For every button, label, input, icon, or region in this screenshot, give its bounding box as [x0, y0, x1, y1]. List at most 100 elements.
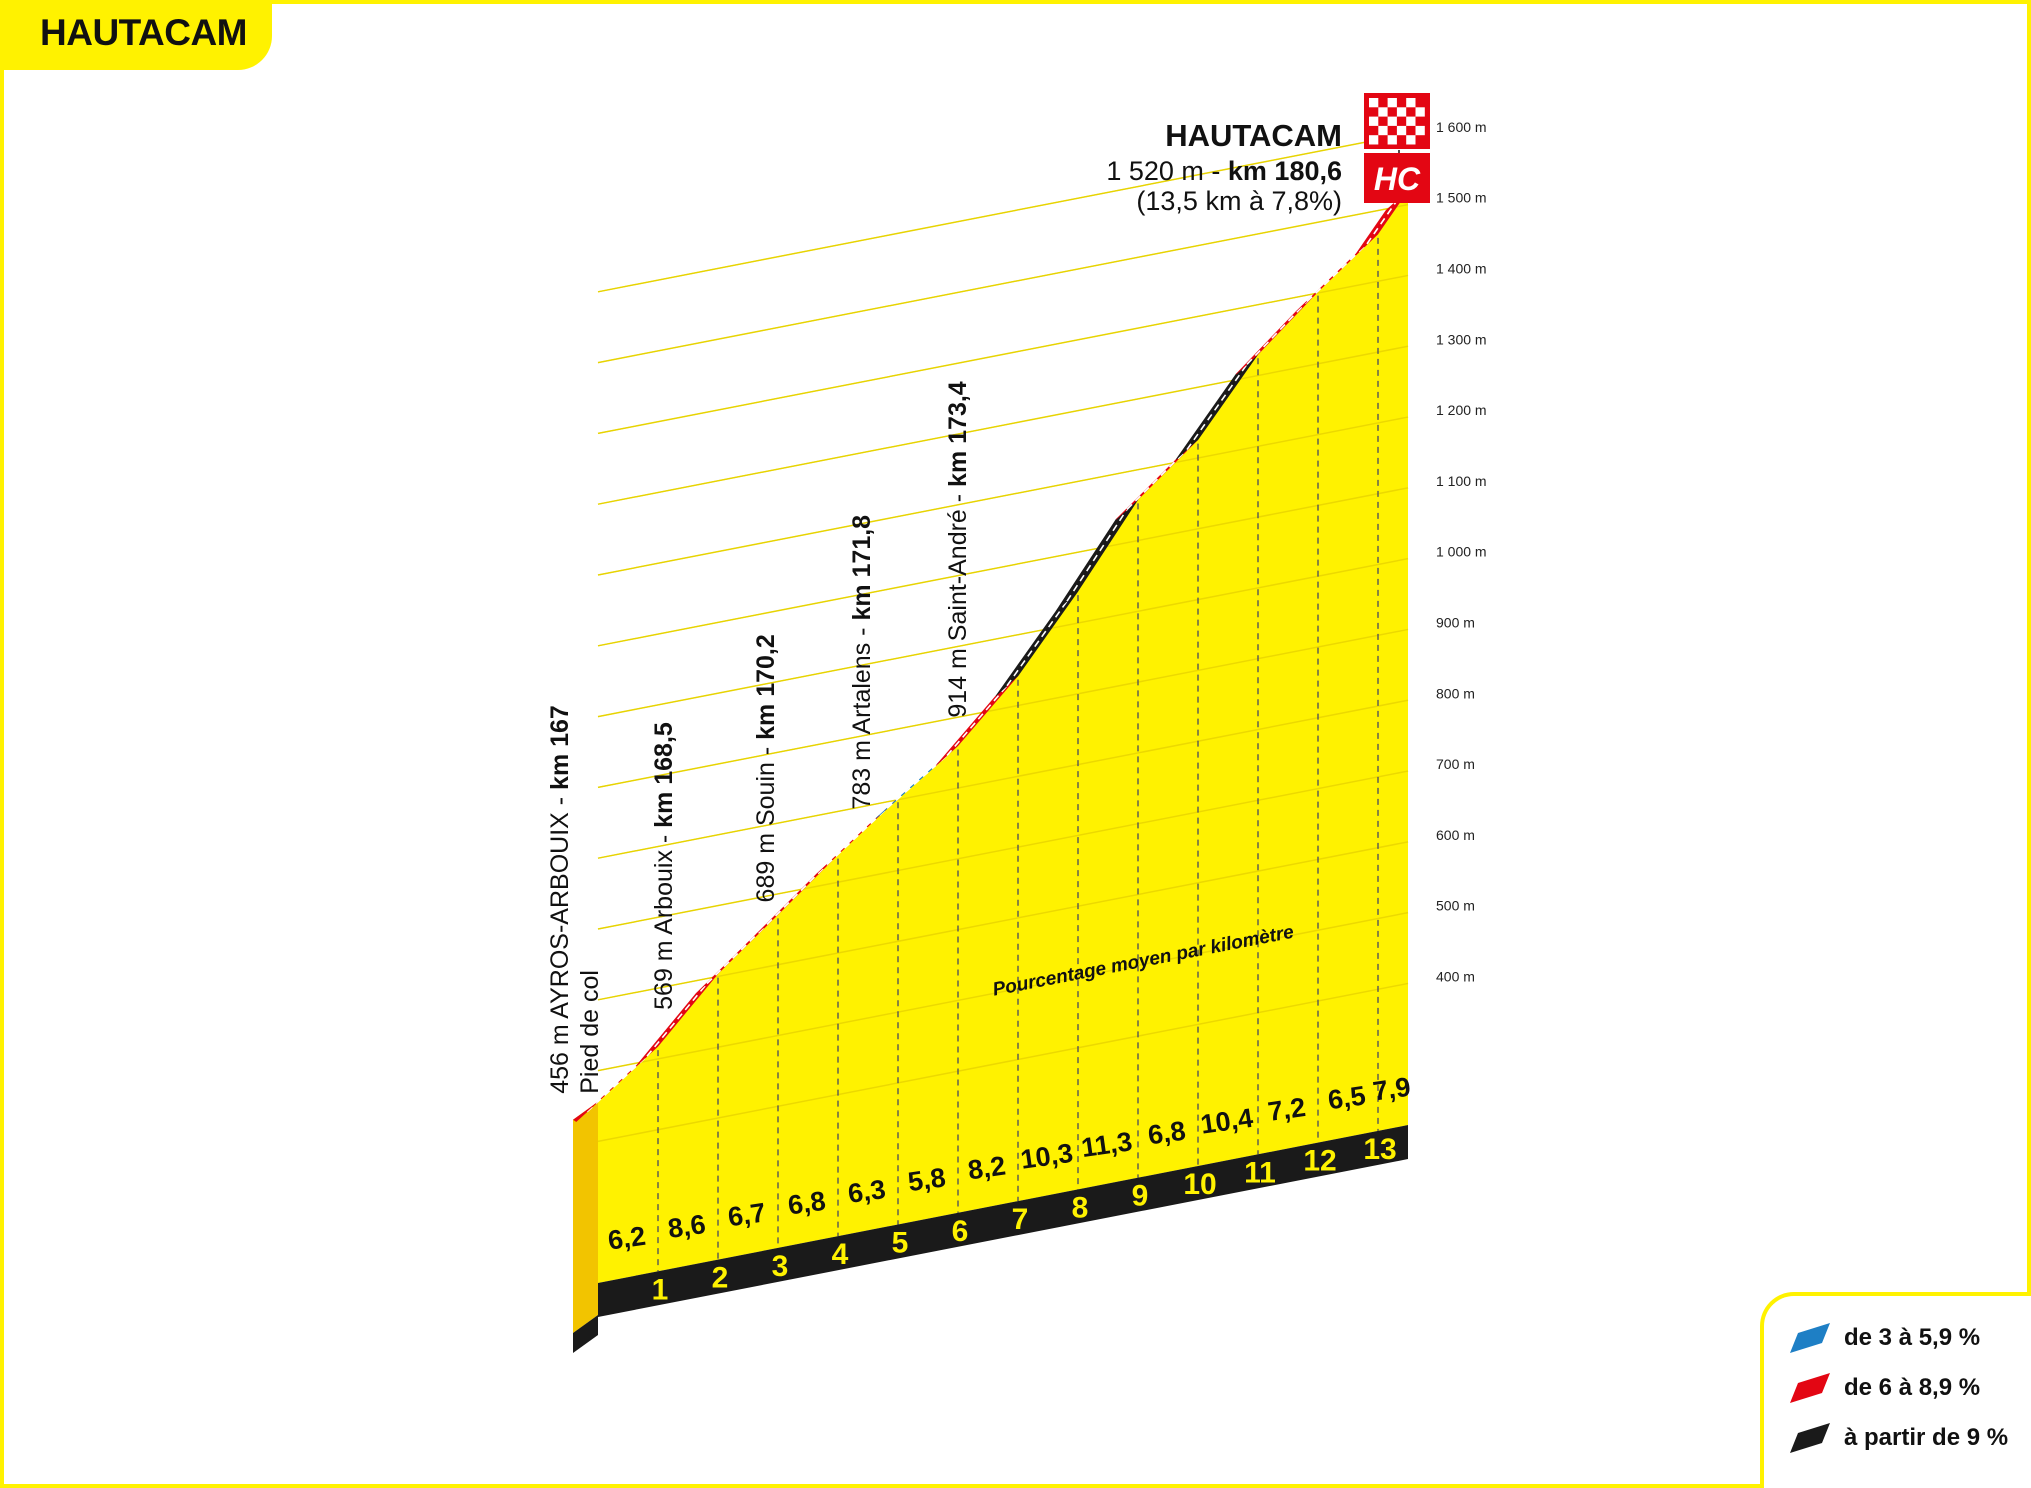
- legend-item-3-5-9: de 3 à 5,9 %: [1790, 1318, 1980, 1358]
- legend-label: à partir de 9 %: [1844, 1424, 2009, 1451]
- km-marker-label: 12: [1303, 1145, 1336, 1178]
- legend-item-6-8-9: de 6 à 8,9 %: [1790, 1368, 1980, 1408]
- altitude-tick-label: 600 m: [1436, 827, 1475, 843]
- altitude-tick-label: 1 000 m: [1436, 544, 1487, 560]
- altitude-tick-label: 800 m: [1436, 685, 1475, 701]
- altitude-tick-label: 1 500 m: [1436, 190, 1487, 206]
- altitude-tick-label: 1 600 m: [1436, 119, 1487, 135]
- km-marker-label: 2: [712, 1262, 729, 1295]
- ribbon-dash-line: [766, 864, 828, 925]
- grid-line-overlay: [597, 911, 1409, 1072]
- altitude-tick-label: 900 m: [1436, 614, 1475, 630]
- finish-flag-check: [1387, 116, 1397, 126]
- km-marker-label: 9: [1132, 1180, 1149, 1213]
- profile-ribbon-cap: [573, 1101, 598, 1122]
- finish-flag-check: [1415, 125, 1425, 136]
- gradient-label: 5,8: [906, 1162, 947, 1197]
- ribbon-dash-line: [1126, 449, 1188, 511]
- ribbon-dash-line: [1246, 301, 1308, 365]
- waypoint-km: km 173,4: [944, 381, 972, 487]
- gradient-label: 6,8: [1146, 1115, 1187, 1150]
- page-title: HAUTACAM: [40, 12, 248, 53]
- summit-altitude-line: 1 520 m - km 180,6: [1106, 156, 1342, 186]
- finish-flag-check: [1369, 116, 1379, 126]
- waypoint-text: 456 m AYROS-ARBOUIX - km 167: [546, 705, 574, 1094]
- waypoint-sub: Pied de col: [576, 970, 604, 1094]
- summit-climb-stats: (13,5 km à 7,8%): [1136, 186, 1342, 216]
- legend-label: de 6 à 8,9 %: [1844, 1374, 1981, 1401]
- altitude-tick-label: 400 m: [1436, 968, 1475, 984]
- gradient-label: 6,5: [1326, 1080, 1367, 1115]
- altitude-tick-label: 1 100 m: [1436, 473, 1487, 489]
- gradient-label: 8,6: [666, 1209, 707, 1244]
- gradient-label: 7,9: [1371, 1072, 1412, 1107]
- km-base-band: [598, 1125, 1408, 1317]
- ribbon-dash-line: [1366, 200, 1398, 245]
- grid-line-overlay: [597, 274, 1409, 435]
- gradient-label: 10,3: [1019, 1138, 1075, 1175]
- finish-flag-check: [1406, 116, 1416, 126]
- finish-flag-check: [1406, 135, 1416, 145]
- gradient-legend: de 3 à 5,9 % de 6 à 8,9 % à partir de 9 …: [1760, 1292, 2031, 1488]
- waypoint-place: 569 m Arbouix -: [650, 828, 678, 1010]
- finish-flag-check: [1406, 98, 1416, 108]
- waypoint-label: 689 m Souin - km 170,2: [752, 634, 780, 902]
- profile-side-face: [573, 1101, 598, 1333]
- grid-line-overlay: [597, 699, 1409, 859]
- waypoint-km: km 170,2: [752, 634, 780, 740]
- waypoint-place: 783 m Artalens -: [848, 621, 876, 810]
- gradient-label: 10,4: [1199, 1103, 1255, 1140]
- ribbon-dash-line: [1306, 243, 1368, 303]
- finish-flag-check: [1387, 98, 1397, 108]
- finish-flag-check: [1396, 107, 1407, 117]
- ribbon-dash-line: [1066, 508, 1128, 602]
- gradient-label: 7,2: [1266, 1092, 1307, 1127]
- waypoint-km: km 168,5: [650, 722, 678, 828]
- finish-flag-check: [1396, 125, 1407, 136]
- legend-item-9-plus: à partir de 9 %: [1790, 1418, 2008, 1458]
- finish-flag-check: [1378, 125, 1388, 136]
- ribbon-dash-line: [826, 807, 888, 866]
- grid-line-overlay: [597, 770, 1409, 930]
- grid-line-overlay: [597, 628, 1409, 789]
- km-marker-label: 7: [1012, 1203, 1029, 1236]
- ribbon-dash-line: [1186, 363, 1248, 451]
- km-marker-label: 5: [892, 1227, 909, 1260]
- grid-line-overlay: [597, 557, 1409, 718]
- hc-category-badge: HC: [1364, 153, 1430, 203]
- grid-line-overlay: [597, 982, 1409, 1143]
- summit-name: HAUTACAM: [1165, 118, 1342, 153]
- grid-line-overlay: [597, 345, 1409, 505]
- profile-area: [598, 190, 1408, 1284]
- grid-line-overlay: [597, 841, 1409, 1001]
- km-marker-label: 1: [652, 1273, 669, 1306]
- finish-flag-check: [1415, 107, 1425, 117]
- grid-line-overlay: [597, 416, 1409, 576]
- km-base-band-side: [573, 1315, 598, 1353]
- waypoint-km: km 167: [546, 705, 574, 790]
- ribbon-dash-line: [946, 685, 1008, 757]
- legend-label: de 3 à 5,9 %: [1844, 1324, 1981, 1351]
- waypoint-text: 689 m Souin - km 170,2: [752, 634, 780, 902]
- summit-km: km 180,6: [1228, 156, 1342, 186]
- km-marker-label: 11: [1244, 1156, 1276, 1189]
- waypoint-text: 569 m Arbouix - km 168,5: [650, 722, 678, 1010]
- waypoint-place: 689 m Souin -: [752, 740, 780, 903]
- grid-line-overlay: [597, 487, 1409, 647]
- ribbon-dash-line: [646, 983, 708, 1057]
- grid-line-overlay: [597, 133, 1409, 293]
- waypoint-text: 783 m Artalens - km 171,8: [848, 515, 876, 810]
- waypoint-label: 569 m Arbouix - km 168,5: [650, 722, 678, 1010]
- hc-badge-bg: [1364, 153, 1430, 203]
- waypoint-label: 783 m Artalens - km 171,8: [848, 515, 876, 810]
- blue-slope-swatch-icon: [1790, 1323, 1830, 1353]
- hc-badge-label: HC: [1374, 161, 1421, 197]
- km-marker-label: 8: [1072, 1191, 1089, 1224]
- gradient-label: 6,3: [846, 1174, 887, 1209]
- finish-flag-check: [1387, 135, 1397, 145]
- altitude-tick-label: 1 300 m: [1436, 331, 1487, 347]
- km-marker-label: 6: [952, 1215, 969, 1248]
